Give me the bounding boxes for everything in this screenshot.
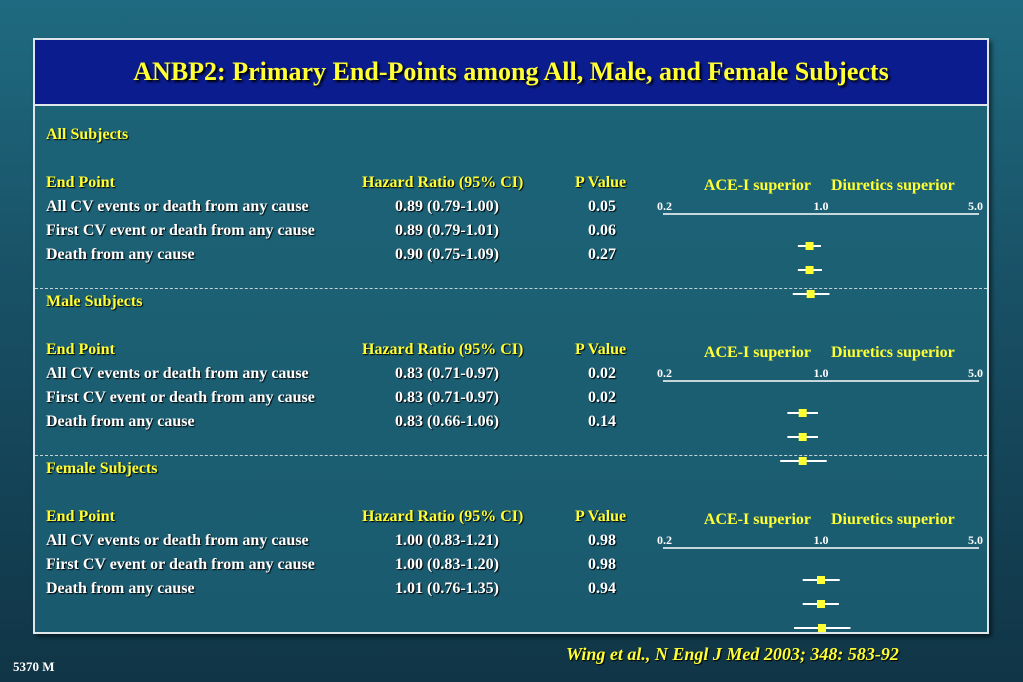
col-header-hazard-ratio: Hazard Ratio (95% CI) <box>362 174 524 191</box>
row-hazard-ratio: 0.83 (0.71-0.97) <box>395 365 499 382</box>
axis-tick-label: 5.0 <box>968 366 983 380</box>
hazard-ratio-marker <box>817 576 825 584</box>
axis-tick-label: 0.2 <box>657 533 672 547</box>
row-label: Death from any cause <box>46 246 195 263</box>
row-hazard-ratio: 0.83 (0.71-0.97) <box>395 389 499 406</box>
row-label: First CV event or death from any cause <box>46 556 315 573</box>
hazard-ratio-marker <box>798 457 807 465</box>
section-divider <box>35 288 987 289</box>
row-p-value: 0.14 <box>588 413 616 430</box>
row-label: First CV event or death from any cause <box>46 389 315 406</box>
row-p-value: 0.05 <box>588 198 616 215</box>
row-hazard-ratio: 0.89 (0.79-1.00) <box>395 198 499 215</box>
favor-left-label: ACE-I superior <box>704 511 811 528</box>
section-divider <box>35 455 987 456</box>
row-p-value: 0.02 <box>588 389 616 406</box>
hazard-ratio-marker <box>798 409 807 417</box>
row-label: All CV events or death from any cause <box>46 365 309 382</box>
col-header-hazard-ratio: Hazard Ratio (95% CI) <box>362 341 524 358</box>
slide-frame: ANBP2: Primary End-Points among All, Mal… <box>33 38 989 634</box>
row-hazard-ratio: 0.90 (0.75-1.09) <box>395 246 499 263</box>
col-header-hazard-ratio: Hazard Ratio (95% CI) <box>362 508 524 525</box>
section-female-subjects: Female Subjects End Point Hazard Ratio (… <box>35 460 987 632</box>
hazard-ratio-marker <box>805 266 814 274</box>
hazard-ratio-marker <box>805 242 814 250</box>
favor-left-label: ACE-I superior <box>704 344 811 361</box>
col-header-p-value: P Value <box>575 341 627 358</box>
col-header-p-value: P Value <box>575 174 627 191</box>
section-all-subjects: All Subjects End Point Hazard Ratio (95%… <box>35 126 987 298</box>
axis-tick-label: 5.0 <box>968 199 983 213</box>
forest-plot-female-subjects: ACE-I superior Diuretics superior 0.2 1.0 5.… <box>657 511 983 632</box>
row-p-value: 0.02 <box>588 365 616 382</box>
row-hazard-ratio: 0.89 (0.79-1.01) <box>395 222 499 239</box>
favor-left-label: ACE-I superior <box>704 177 811 194</box>
hazard-ratio-marker <box>817 624 826 632</box>
col-header-end-point: End Point <box>46 508 115 525</box>
row-hazard-ratio: 1.00 (0.83-1.21) <box>395 532 499 549</box>
row-label: First CV event or death from any cause <box>46 222 315 239</box>
section-male-subjects: Male Subjects End Point Hazard Ratio (95… <box>35 293 987 465</box>
forest-plot-male-subjects: ACE-I superior Diuretics superior 0.2 1.0 5.… <box>657 344 983 465</box>
row-hazard-ratio: 0.83 (0.66-1.06) <box>395 413 499 430</box>
hazard-ratio-marker <box>798 433 807 441</box>
row-hazard-ratio: 1.00 (0.83-1.20) <box>395 556 499 573</box>
hazard-ratio-marker <box>806 290 815 298</box>
row-p-value: 0.27 <box>588 246 616 263</box>
favor-right-label: Diuretics superior <box>831 511 955 528</box>
col-header-end-point: End Point <box>46 341 115 358</box>
section-heading: Male Subjects <box>46 293 143 310</box>
row-p-value: 0.06 <box>588 222 616 239</box>
row-label: All CV events or death from any cause <box>46 532 309 549</box>
section-heading: All Subjects <box>46 126 129 143</box>
section-heading: Female Subjects <box>46 460 158 477</box>
axis-tick-label: 5.0 <box>968 533 983 547</box>
row-label: Death from any cause <box>46 413 195 430</box>
row-p-value: 0.98 <box>588 532 616 549</box>
axis-tick-label: 1.0 <box>814 199 829 213</box>
hazard-ratio-marker <box>817 600 825 608</box>
col-header-end-point: End Point <box>46 174 115 191</box>
row-hazard-ratio: 1.01 (0.76-1.35) <box>395 580 499 597</box>
favor-right-label: Diuretics superior <box>831 177 955 194</box>
citation: Wing et al., N Engl J Med 2003; 348: 583… <box>566 644 899 664</box>
favor-right-label: Diuretics superior <box>831 344 955 361</box>
title-bar: ANBP2: Primary End-Points among All, Mal… <box>35 40 987 106</box>
axis-tick-label: 1.0 <box>814 533 829 547</box>
slide-number: 5370 M <box>13 659 55 674</box>
slide-title: ANBP2: Primary End-Points among All, Mal… <box>133 57 889 86</box>
row-label: Death from any cause <box>46 580 195 597</box>
forest-plot-all-subjects: ACE-I superior Diuretics superior 0.2 1.0 5.… <box>657 177 983 298</box>
axis-tick-label: 1.0 <box>814 366 829 380</box>
row-p-value: 0.94 <box>588 580 616 597</box>
col-header-p-value: P Value <box>575 508 627 525</box>
row-label: All CV events or death from any cause <box>46 198 309 215</box>
axis-tick-label: 0.2 <box>657 199 672 213</box>
row-p-value: 0.98 <box>588 556 616 573</box>
axis-tick-label: 0.2 <box>657 366 672 380</box>
